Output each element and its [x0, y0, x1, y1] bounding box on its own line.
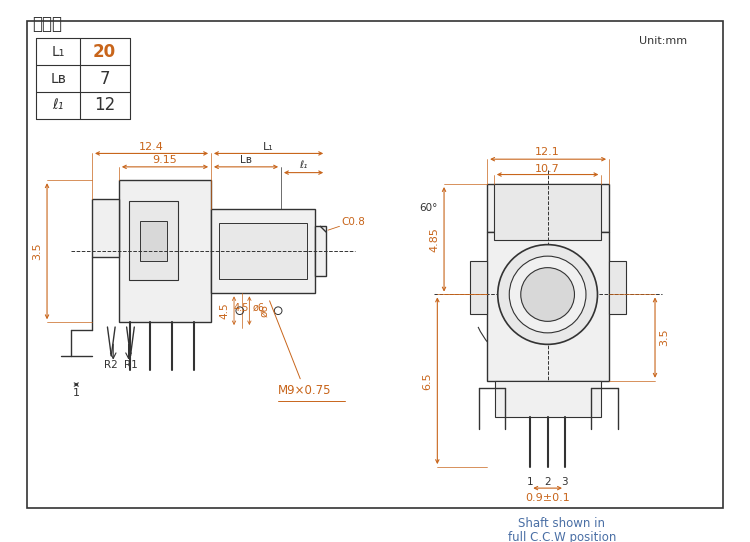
Text: ø6: ø6 — [253, 303, 265, 313]
Circle shape — [509, 256, 586, 333]
Text: M9×0.75: M9×0.75 — [269, 301, 332, 397]
Text: 12: 12 — [94, 96, 116, 114]
Bar — [488, 184, 609, 232]
Bar — [314, 227, 326, 276]
Text: 7: 7 — [99, 69, 109, 88]
Text: Lʙ: Lʙ — [50, 72, 66, 86]
Circle shape — [498, 244, 598, 344]
Text: 4.85: 4.85 — [430, 227, 439, 251]
Text: 3.5: 3.5 — [659, 329, 670, 346]
Text: R1: R1 — [124, 360, 137, 370]
Text: L₁: L₁ — [51, 45, 64, 59]
Bar — [128, 202, 178, 280]
Bar — [211, 209, 314, 293]
Text: 外形图: 外形图 — [33, 15, 63, 34]
Circle shape — [520, 268, 574, 321]
Text: 1: 1 — [527, 476, 534, 487]
Text: 12.1: 12.1 — [536, 147, 560, 158]
Bar — [495, 380, 602, 417]
Text: 2: 2 — [544, 476, 551, 487]
Bar — [119, 180, 211, 322]
Bar — [488, 232, 609, 380]
Bar — [470, 261, 488, 314]
Text: 3: 3 — [562, 476, 568, 487]
Bar — [494, 184, 602, 240]
Text: R2: R2 — [104, 360, 118, 370]
Text: 20: 20 — [93, 43, 116, 61]
Text: L₁: L₁ — [263, 141, 274, 152]
Text: 9.15: 9.15 — [152, 155, 177, 165]
Text: C0.8: C0.8 — [341, 217, 365, 228]
Bar — [140, 221, 167, 261]
Text: 1: 1 — [73, 388, 80, 398]
Bar — [609, 261, 626, 314]
Text: 6.5: 6.5 — [423, 372, 433, 390]
Text: 12.4: 12.4 — [139, 141, 164, 152]
Text: ℓ₁: ℓ₁ — [53, 99, 64, 113]
Text: Unit:mm: Unit:mm — [638, 36, 687, 47]
Text: Lʙ: Lʙ — [240, 155, 252, 165]
Text: 3.5: 3.5 — [32, 242, 43, 260]
Text: 0.9±0.1: 0.9±0.1 — [525, 493, 570, 502]
Text: 4.5: 4.5 — [220, 302, 230, 319]
Bar — [219, 223, 307, 279]
Text: full C.C.W position: full C.C.W position — [508, 531, 616, 542]
Bar — [92, 199, 119, 257]
Text: 10.7: 10.7 — [536, 164, 560, 174]
Text: 60°: 60° — [419, 203, 437, 213]
Text: 4.5: 4.5 — [234, 303, 250, 313]
Text: Shaft shown in: Shaft shown in — [518, 517, 605, 530]
Text: ø6: ø6 — [260, 304, 270, 317]
Text: ℓ₁: ℓ₁ — [299, 160, 307, 170]
